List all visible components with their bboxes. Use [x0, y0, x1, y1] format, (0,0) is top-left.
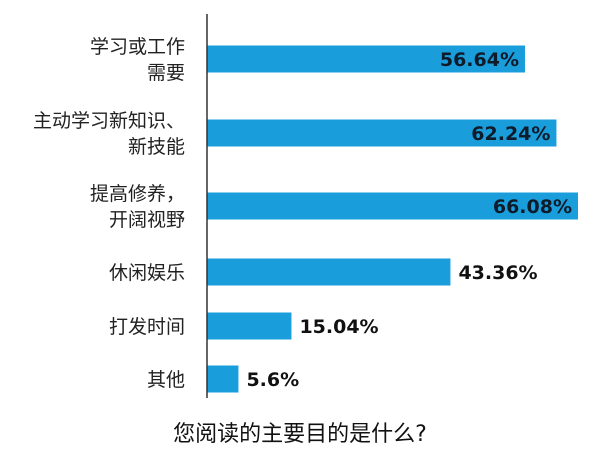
bars-group	[207, 45, 578, 393]
category-label-1-line-1: 新技能	[128, 136, 185, 158]
value-label-2: 66.08%	[493, 196, 572, 218]
bar-2	[207, 192, 578, 220]
value-label-4: 15.04%	[299, 316, 378, 338]
category-label-5-line-0: 其他	[147, 369, 185, 391]
value-label-3: 43.36%	[458, 262, 537, 284]
category-label-1-line-0: 主动学习新知识、	[33, 110, 185, 132]
value-label-5: 5.6%	[246, 369, 299, 391]
category-label-3-line-0: 休闲娱乐	[109, 262, 185, 284]
category-label-0-line-1: 需要	[147, 62, 185, 84]
category-label-2-line-1: 开阔视野	[109, 209, 185, 231]
bar-1	[207, 119, 557, 147]
category-label-0-line-0: 学习或工作	[90, 36, 185, 58]
value-label-0: 56.64%	[440, 49, 519, 71]
bar-0	[207, 45, 525, 73]
bar-3	[207, 258, 451, 286]
bar-5	[207, 365, 239, 393]
category-label-4-line-0: 打发时间	[109, 316, 185, 338]
bar-4	[207, 312, 292, 340]
value-label-1: 62.24%	[471, 123, 550, 145]
category-label-2-line-0: 提高修养，	[90, 183, 185, 205]
chart-title: 您阅读的主要目的是什么?	[173, 422, 427, 447]
value-labels: 56.64% 62.24% 66.08% 43.36% 15.04% 5.6%	[246, 49, 572, 391]
